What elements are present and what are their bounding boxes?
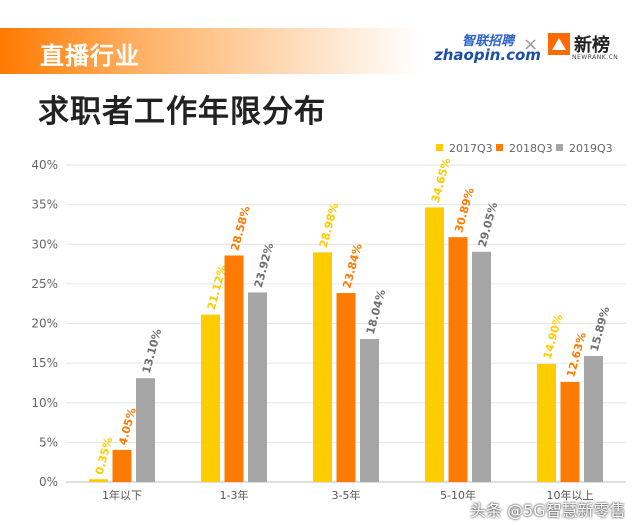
bar	[89, 479, 108, 482]
data-label: 13.10%	[140, 327, 164, 375]
y-tick-label: 15%	[31, 356, 58, 370]
logo-separator: ×	[523, 34, 539, 55]
bar	[584, 356, 603, 482]
bar	[537, 363, 556, 482]
x-tick-label: 1年以下	[102, 488, 142, 502]
y-tick-label: 35%	[31, 198, 58, 212]
x-tick-label: 3-5年	[332, 488, 361, 502]
bar	[313, 252, 332, 482]
data-label: 30.89%	[452, 186, 476, 234]
data-label: 23.84%	[340, 242, 364, 290]
y-tick-label: 30%	[31, 237, 58, 251]
y-tick-label: 25%	[31, 277, 58, 291]
y-tick-label: 5%	[39, 435, 58, 449]
bar	[112, 449, 132, 482]
legend-label-2018q3: 2018Q3	[509, 142, 553, 155]
newrank-logo-sub: NEWRANK.CN	[572, 54, 619, 61]
legend-swatch-2018q3	[496, 144, 503, 151]
x-tick-label: 10年以上	[547, 488, 594, 502]
data-label: 34.65%	[429, 157, 453, 205]
bar	[224, 255, 244, 482]
bar	[248, 292, 267, 482]
data-label: 18.04%	[364, 288, 388, 336]
bar	[201, 314, 220, 482]
data-label: 28.98%	[317, 201, 341, 249]
bar	[560, 381, 580, 482]
data-label: 15.89%	[588, 305, 612, 353]
bar	[336, 293, 356, 482]
source-watermark: 头条 @5G智慧新零售	[470, 501, 626, 520]
industry-tag: 直播行业	[40, 42, 140, 70]
data-label: 0.35%	[93, 436, 115, 476]
bar	[472, 251, 491, 482]
data-label: 29.05%	[476, 201, 500, 249]
y-tick-label: 20%	[31, 317, 58, 331]
zhaopin-logo: 智联招聘 zhaopin.com	[432, 30, 541, 64]
legend-swatch-2017q3	[436, 144, 443, 151]
data-label: 23.92%	[252, 242, 276, 290]
newrank-logo: 新榜 NEWRANK.CN	[548, 30, 628, 64]
legend-item-2017q3: 2017Q3	[436, 142, 493, 155]
data-label: 28.58%	[228, 205, 252, 253]
zhaopin-logo-domain: zhaopin.com	[434, 46, 541, 64]
legend-label-2019q3: 2019Q3	[569, 142, 613, 155]
x-tick-label: 5-10年	[440, 488, 476, 502]
legend-item-2019q3: 2019Q3	[556, 142, 613, 155]
newrank-logo-text: 新榜	[574, 35, 610, 56]
data-label: 4.05%	[116, 406, 138, 446]
bar	[360, 339, 379, 482]
bar	[136, 378, 155, 482]
legend-item-2018q3: 2018Q3	[496, 142, 553, 155]
x-tick-label: 1-3年	[220, 488, 249, 502]
y-tick-label: 40%	[31, 158, 58, 172]
newrank-mark-icon	[548, 33, 570, 55]
chart-title: 求职者工作年限分布	[38, 94, 326, 130]
y-tick-label: 10%	[31, 396, 58, 410]
data-label: 14.90%	[541, 313, 565, 361]
bar	[425, 207, 444, 482]
legend-swatch-2019q3	[556, 144, 563, 151]
header-banner	[0, 28, 420, 74]
legend-label-2017q3: 2017Q3	[449, 142, 493, 155]
y-tick-label: 0%	[39, 475, 58, 489]
zhaopin-logo-text: 智联招聘	[462, 34, 515, 49]
bar	[448, 237, 468, 482]
